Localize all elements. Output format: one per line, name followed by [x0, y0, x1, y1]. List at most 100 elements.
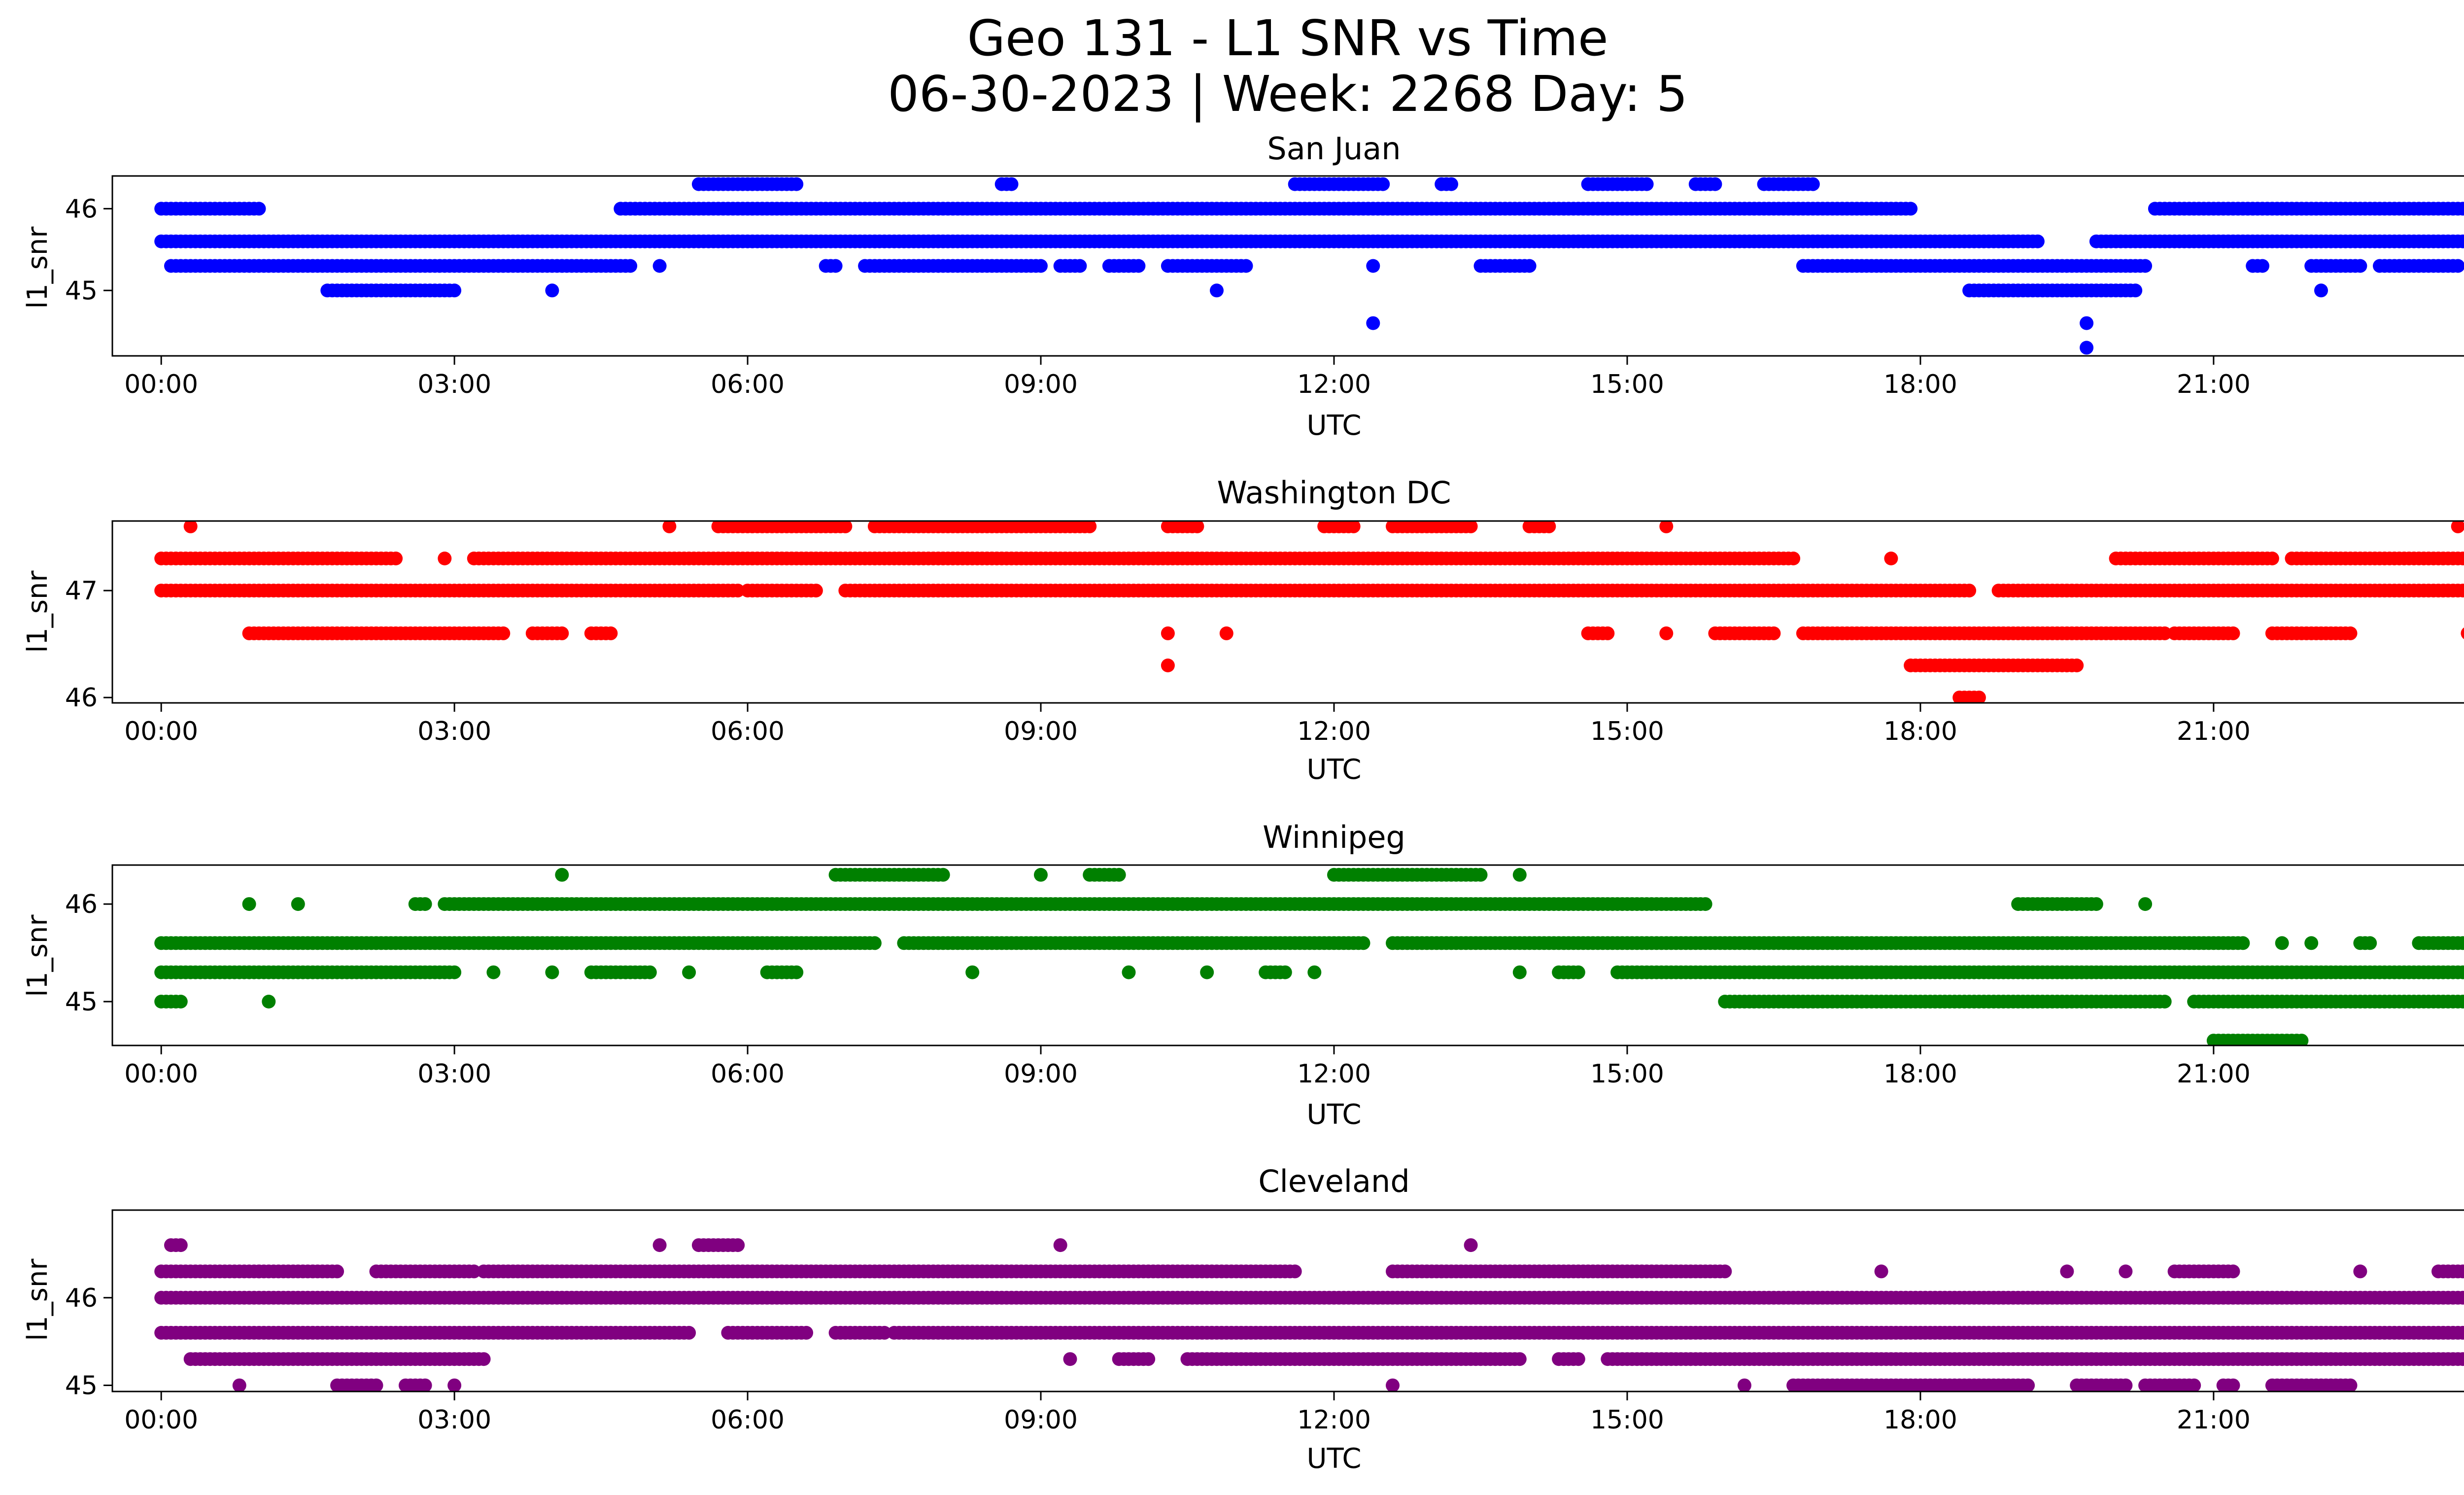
x-tick-label: 15:00: [1590, 1059, 1664, 1089]
subplot-washington-dc: Washington DC UTC l1_snr 00:00 03:00 06:00…: [22, 475, 2464, 786]
x-tick-label: 18:00: [1883, 370, 1957, 399]
data-point: [1131, 259, 1146, 273]
data-point: [2461, 585, 2464, 596]
data-point: [2353, 1264, 2367, 1279]
data-point: [1464, 1238, 1478, 1252]
data-point: [2236, 936, 2250, 950]
data-point: [1366, 259, 1380, 273]
data-point: [1512, 868, 1527, 882]
data-point: [936, 868, 950, 882]
data-point: [1640, 177, 1654, 191]
data-point: [1884, 552, 1898, 565]
data-point: [2080, 316, 2094, 330]
data-point: [330, 1264, 344, 1279]
data-point: [1004, 177, 1019, 191]
data-point: [2256, 259, 2269, 273]
data-point: [623, 259, 638, 273]
data-point: [1571, 965, 1585, 979]
data-point: [555, 626, 569, 640]
scatter-points: [154, 868, 2464, 1045]
x-tick-label: 09:00: [1004, 1059, 1078, 1089]
data-point: [1767, 626, 1781, 640]
data-point: [1239, 259, 1253, 273]
x-tick-label: 12:00: [1297, 370, 1371, 399]
x-tick-label: 15:00: [1590, 370, 1664, 399]
data-point: [2451, 259, 2464, 273]
subplot-winnipeg: Winnipeg UTC l1_snr 00:00 03:00 06:00 09:00…: [22, 819, 2464, 1131]
x-tick-label: 09:00: [1004, 717, 1078, 746]
data-point: [252, 202, 266, 216]
data-point: [1444, 177, 1458, 191]
data-point: [262, 995, 276, 1008]
data-point: [1200, 965, 1214, 979]
data-point: [1210, 283, 1224, 298]
x-axis-label: UTC: [1306, 1443, 1361, 1475]
data-point: [2089, 897, 2103, 911]
data-point: [1512, 965, 1527, 979]
data-point: [799, 1325, 814, 1340]
data-point: [1473, 868, 1488, 882]
x-tick-label: 21:00: [2177, 717, 2251, 746]
data-point: [555, 868, 569, 882]
y-tick-label: 45: [65, 276, 98, 306]
data-point: [1542, 521, 1556, 533]
scatter-points: [154, 177, 2464, 355]
x-axis-label: UTC: [1306, 410, 1361, 442]
data-point: [809, 584, 823, 598]
scatter-points: [154, 1238, 2464, 1391]
figure-title-line2: 06-30-2023 | Week: 2268 Day: 5: [888, 65, 1687, 123]
data-point: [1376, 177, 1390, 191]
data-point: [1288, 1264, 1302, 1279]
data-point: [1112, 868, 1126, 882]
data-point: [1073, 259, 1087, 273]
data-point: [789, 965, 804, 979]
data-point: [496, 626, 511, 640]
x-tick-label: 03:00: [417, 370, 491, 399]
data-point: [1874, 1264, 1888, 1279]
data-point: [2226, 626, 2240, 640]
y-tick-label: 46: [65, 194, 98, 224]
y-axis-label: l1_snr: [22, 1258, 54, 1341]
data-point: [1708, 177, 1722, 191]
plot-frame: [111, 864, 2464, 1046]
data-point: [1278, 965, 1292, 979]
x-tick-label: 03:00: [417, 717, 491, 746]
data-point: [643, 965, 657, 979]
data-point: [2060, 1264, 2074, 1279]
x-tick-label: 06:00: [711, 370, 785, 399]
plot-frame: [111, 520, 2464, 704]
data-point: [1904, 202, 1918, 216]
data-point: [486, 965, 501, 979]
y-tick-label: 46: [65, 683, 98, 713]
data-point: [789, 177, 804, 191]
data-point: [2070, 659, 2084, 672]
data-point: [965, 965, 980, 979]
x-tick-label: 18:00: [1883, 717, 1957, 746]
data-point: [2461, 553, 2464, 564]
data-point: [467, 1264, 481, 1279]
data-point: [1806, 177, 1820, 191]
figure-title-line1: Geo 131 - L1 SNR vs Time: [967, 9, 1608, 67]
y-tick-label: 46: [65, 890, 98, 919]
data-point: [877, 1325, 891, 1340]
subplot-title: Washington DC: [1217, 475, 1451, 511]
data-point: [389, 552, 403, 565]
x-tick-label: 09:00: [1004, 370, 1078, 399]
x-tick-label: 00:00: [124, 1059, 198, 1089]
data-point: [2275, 936, 2289, 950]
x-tick-label: 12:00: [1297, 1059, 1371, 1089]
data-point: [1972, 691, 1986, 703]
data-point: [173, 995, 188, 1008]
scatter-points: [154, 521, 2464, 703]
data-point: [173, 1238, 188, 1252]
data-point: [652, 1238, 667, 1252]
data-point: [2265, 552, 2279, 565]
data-point: [838, 521, 853, 533]
data-point: [2461, 937, 2464, 949]
data-point: [1219, 626, 1233, 640]
data-point: [2353, 259, 2367, 273]
data-point: [2226, 1264, 2240, 1279]
data-point: [1366, 316, 1380, 330]
data-point: [2451, 521, 2464, 533]
